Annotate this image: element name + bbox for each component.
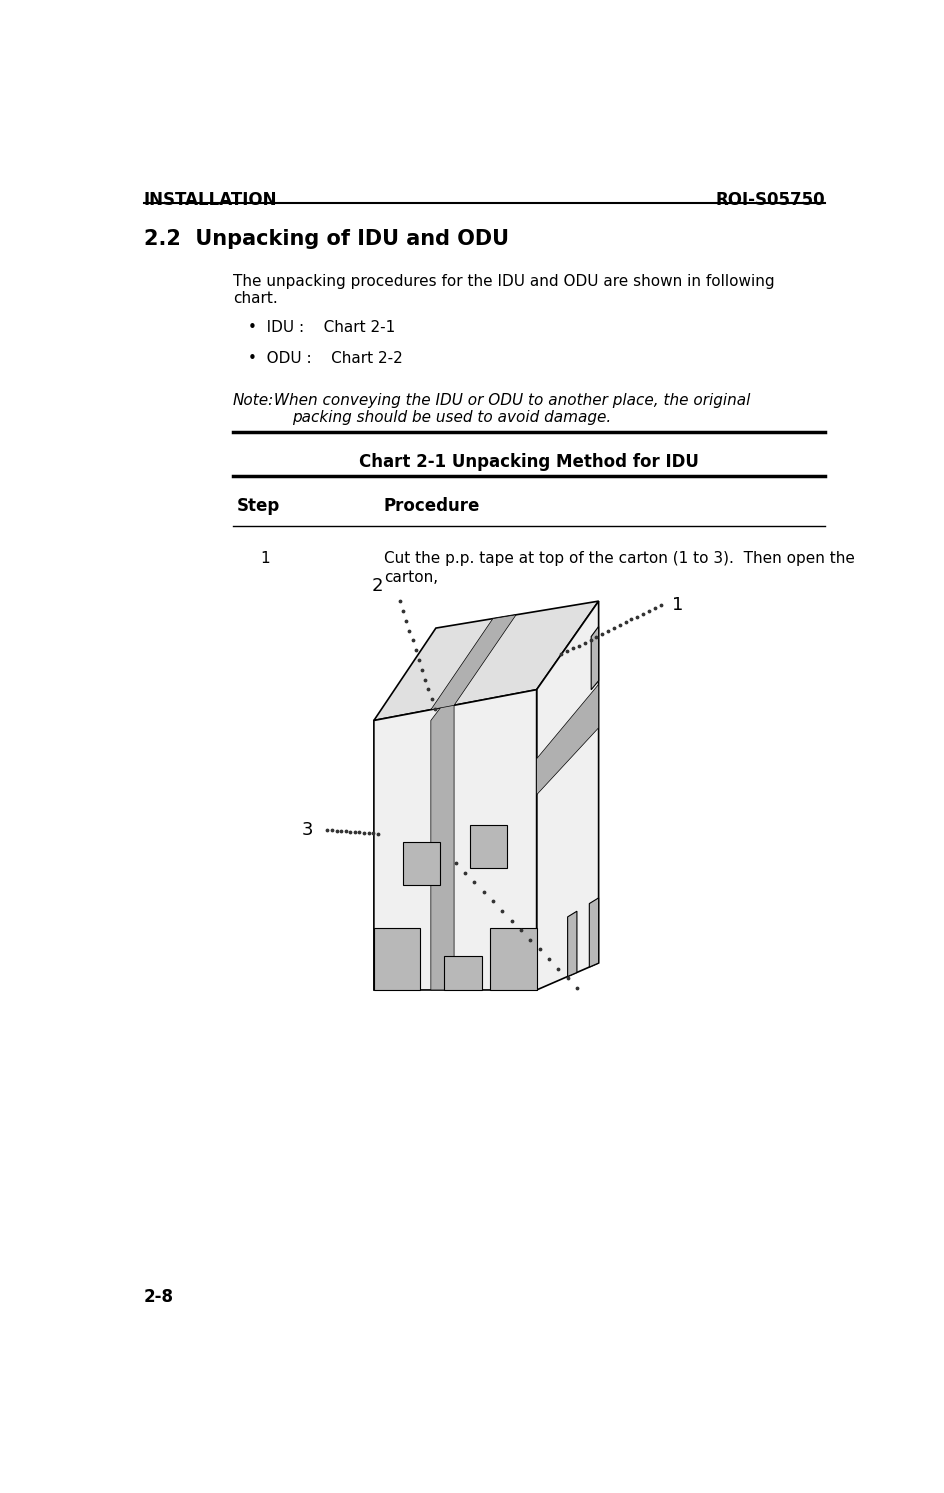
Text: packing should be used to avoid damage.: packing should be used to avoid damage. — [293, 411, 611, 426]
Polygon shape — [430, 615, 515, 709]
Text: •  ODU :    Chart 2-2: • ODU : Chart 2-2 — [248, 351, 403, 366]
Polygon shape — [469, 824, 507, 867]
Text: 2.2  Unpacking of IDU and ODU: 2.2 Unpacking of IDU and ODU — [143, 230, 508, 249]
Text: The unpacking procedures for the IDU and ODU are shown in following
chart.: The unpacking procedures for the IDU and… — [232, 273, 774, 306]
Polygon shape — [589, 897, 598, 967]
Polygon shape — [591, 627, 598, 690]
Text: Step: Step — [236, 497, 279, 515]
Text: 2-8: 2-8 — [143, 1287, 174, 1306]
Polygon shape — [536, 602, 598, 990]
Text: 2: 2 — [371, 576, 382, 594]
Polygon shape — [374, 929, 420, 990]
Polygon shape — [567, 911, 577, 976]
Text: 1: 1 — [671, 596, 683, 614]
Text: 3: 3 — [301, 821, 313, 839]
Text: Cut the p.p. tape at top of the carton (1 to 3).  Then open the: Cut the p.p. tape at top of the carton (… — [383, 551, 854, 566]
Text: When conveying the IDU or ODU to another place, the original: When conveying the IDU or ODU to another… — [269, 393, 750, 408]
Polygon shape — [536, 684, 598, 794]
Polygon shape — [374, 602, 598, 721]
Polygon shape — [374, 690, 536, 990]
Text: Procedure: Procedure — [383, 497, 480, 515]
Text: carton,: carton, — [383, 569, 438, 585]
Text: 1: 1 — [260, 551, 269, 566]
Polygon shape — [430, 690, 454, 990]
Polygon shape — [444, 956, 481, 990]
Polygon shape — [490, 929, 536, 990]
Text: ROI-S05750: ROI-S05750 — [715, 191, 824, 209]
Text: •  IDU :    Chart 2-1: • IDU : Chart 2-1 — [248, 320, 396, 334]
Text: INSTALLATION: INSTALLATION — [143, 191, 277, 209]
Text: Note:: Note: — [232, 393, 274, 408]
Text: Chart 2-1 Unpacking Method for IDU: Chart 2-1 Unpacking Method for IDU — [359, 452, 698, 470]
Polygon shape — [403, 842, 440, 885]
